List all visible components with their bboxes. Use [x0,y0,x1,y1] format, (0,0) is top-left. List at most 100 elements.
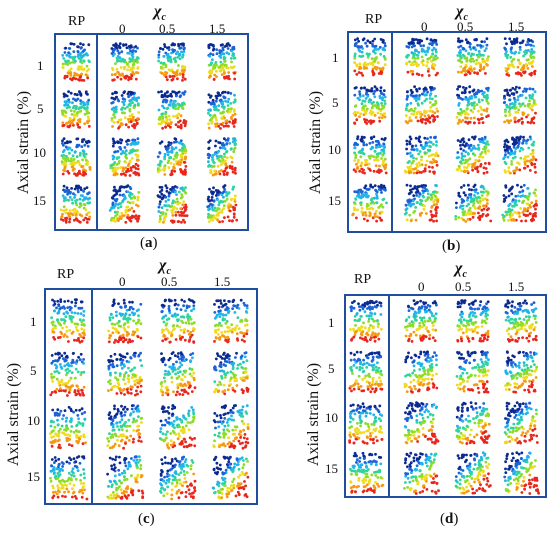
particle [126,68,129,72]
particle [160,90,163,93]
particle [233,77,237,81]
particle [115,192,118,196]
particle [208,72,212,75]
particle [231,170,235,174]
particle [136,155,139,159]
particle [68,434,72,437]
particle [127,380,131,384]
particle [114,188,117,192]
particle [511,204,514,208]
particle [422,44,425,48]
particle [209,169,213,172]
particle [221,318,225,322]
particle [371,141,375,144]
particle [168,118,172,122]
particle [525,87,529,91]
particle [122,43,125,47]
particle [484,190,488,193]
particle [423,114,427,118]
particle [485,97,488,101]
particle [521,194,525,197]
particle [522,213,526,217]
panel-caption: (b) [442,238,461,254]
particle [53,300,56,303]
particle [514,147,518,151]
particle [463,112,467,116]
particle [181,335,184,339]
particle [166,388,170,392]
particle [228,209,232,213]
particle [421,145,425,149]
particle [122,363,126,366]
particle [136,320,140,324]
particle [357,48,361,52]
particle [226,215,230,219]
particle [131,201,135,205]
particle [211,48,215,52]
particle [224,339,228,342]
particle [507,169,510,173]
particle [133,366,136,370]
particle [217,158,221,162]
particle [217,310,220,313]
particle [486,58,490,61]
particle [533,90,537,94]
particle [61,172,65,176]
particle [414,38,418,41]
particle [228,329,232,333]
particle [120,94,124,97]
particle [70,113,74,116]
particle [219,60,223,64]
particle [428,148,432,152]
particle [534,214,537,218]
particle [113,341,116,344]
particle [111,137,115,141]
particle [179,328,183,332]
particle [374,188,377,192]
particle [119,141,123,145]
particle [372,100,375,104]
particle [518,149,522,153]
particle [80,371,83,374]
particle [477,137,481,141]
particle [370,106,374,110]
particle [459,108,463,111]
particle [183,77,187,81]
particle [109,382,112,386]
particle [70,157,73,160]
particle [529,39,533,42]
particle [369,111,372,114]
particle [418,94,421,97]
particle [244,370,248,374]
particle [107,359,110,362]
particle [372,155,375,159]
particle [188,385,192,388]
particle [533,72,537,76]
particle [505,42,508,46]
particle [123,146,127,149]
particle [122,378,125,381]
particle [129,104,132,107]
particle [164,200,168,203]
particle [523,50,526,54]
particle [502,194,506,197]
particle [68,308,72,312]
particle [503,120,506,124]
particle [86,100,89,104]
particle [368,214,371,218]
particle [531,87,535,91]
particle [73,196,76,199]
particle [162,61,166,65]
particle [128,201,132,205]
particle [137,191,141,194]
particle [177,352,180,355]
particle [405,142,409,146]
particle [64,111,68,114]
particle [483,135,487,139]
particle [372,49,376,52]
particle [356,208,359,212]
particle [434,94,437,98]
particle [422,90,426,93]
particle [424,86,427,90]
particle [70,371,74,374]
